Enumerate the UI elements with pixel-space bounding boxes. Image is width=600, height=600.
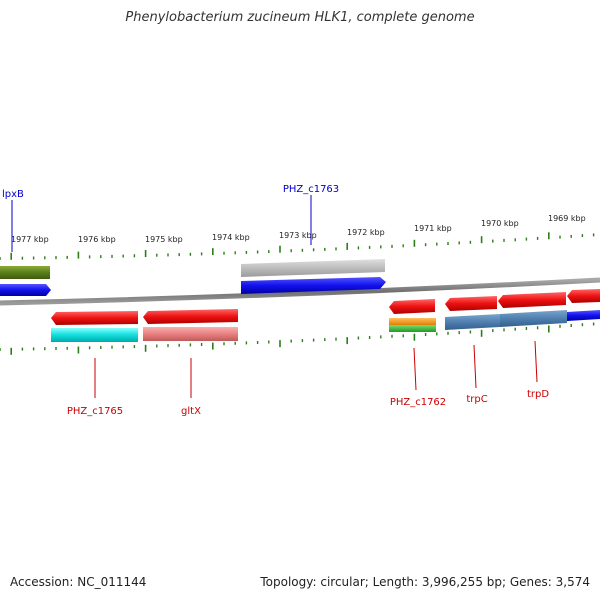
scale-label: 1973 kbp — [279, 231, 317, 240]
gene-lpxB[interactable] — [0, 266, 50, 279]
gene-label-trpD[interactable]: trpD — [527, 389, 549, 400]
gene-red-mid[interactable] — [143, 309, 238, 324]
gene-red-right[interactable] — [567, 289, 600, 303]
gene-PHZ_c1763[interactable] — [241, 277, 386, 294]
scale-label: 1969 kbp — [548, 214, 586, 223]
scale-label: 1974 kbp — [212, 233, 250, 242]
gene-label-gltX[interactable]: gltX — [181, 406, 201, 417]
gene-label-PHZ_c1763[interactable]: PHZ_c1763 — [283, 184, 339, 195]
scale-ticks-top — [0, 232, 595, 260]
gene-red-left[interactable] — [51, 311, 138, 325]
gene-label-PHZ_c1762[interactable]: PHZ_c1762 — [390, 397, 446, 408]
scale-label: 1970 kbp — [481, 219, 519, 228]
scale-label: 1975 kbp — [145, 235, 183, 244]
scale-label: 1977 kbp — [11, 235, 49, 244]
gene-arrow-blue[interactable] — [0, 284, 51, 296]
gene-orange[interactable] — [389, 318, 436, 325]
gene-PHZ_c1762[interactable] — [389, 325, 436, 332]
gene-trpC-red[interactable] — [445, 296, 497, 311]
gene-label-trpC[interactable]: trpC — [466, 394, 487, 405]
accession-text: Accession: NC_011144 — [10, 575, 147, 589]
genome-summary-text: Topology: circular; Length: 3,996,255 bp… — [260, 575, 590, 589]
scale-label: 1971 kbp — [414, 224, 452, 233]
scale-label: 1972 kbp — [347, 228, 385, 237]
reverse-genes — [51, 289, 600, 342]
gene-blue-right[interactable] — [567, 310, 600, 321]
gene-gray[interactable] — [241, 259, 385, 277]
gene-label-lpxB[interactable]: lpxB — [2, 189, 24, 200]
scale-label: 1976 kbp — [78, 235, 116, 244]
genome-title: Phenylobacterium zucineum HLK1, complete… — [125, 10, 475, 25]
gene-trpD-red[interactable] — [498, 292, 566, 308]
gene-trpC[interactable] — [445, 314, 500, 330]
gene-trpD[interactable] — [500, 310, 567, 327]
gene-label-PHZ_c1765[interactable]: PHZ_c1765 — [67, 406, 123, 417]
gene-gltX[interactable] — [143, 327, 238, 341]
scale-ticks-bottom — [0, 322, 595, 355]
label-leaders — [11, 195, 538, 398]
genome-backbone — [0, 277, 600, 306]
gene-PHZ_c1765[interactable] — [51, 328, 138, 342]
gene-red-small[interactable] — [389, 299, 435, 314]
forward-genes — [0, 259, 386, 296]
